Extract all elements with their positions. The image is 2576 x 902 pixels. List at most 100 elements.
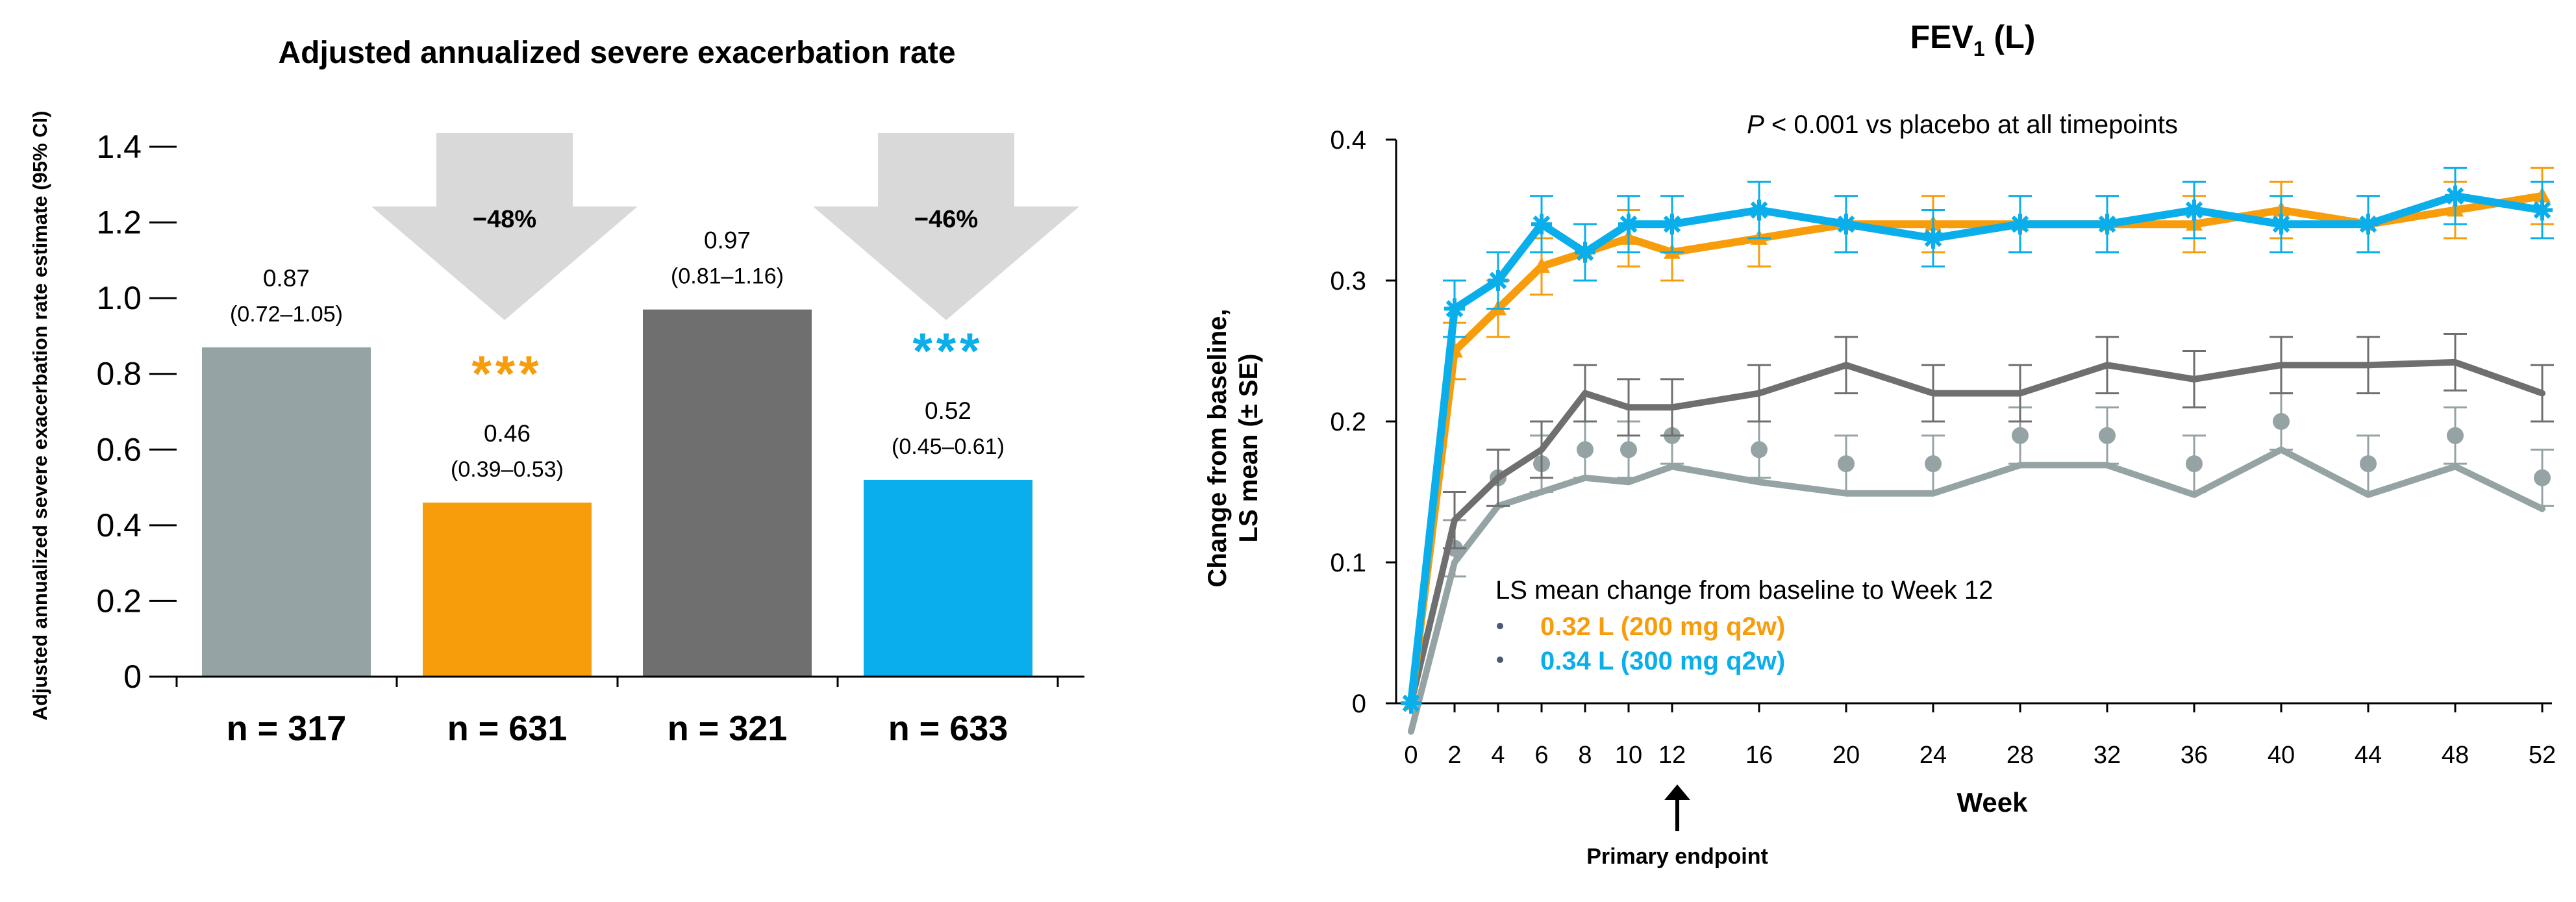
bar-labels: n = 317 (0.72–1.05) 0.87 n = 631 (0.39–0.53)… [227, 227, 1008, 748]
line-x-tick-label: 8 [1578, 742, 1592, 769]
bar-y-ticks: 0 0.2 0.4 0.6 0.8 1.0 1.2 1.4 [96, 129, 177, 695]
data-point [2358, 214, 2379, 235]
line-x-tick-label: 44 [2355, 742, 2382, 769]
reduction-arrow-2 [813, 133, 1079, 320]
title-subscript: 1 [1973, 37, 1985, 60]
data-point [1620, 441, 1637, 458]
primary-endpoint-arrow-icon [1664, 784, 1690, 831]
line-x-ticks: 0 2 4 6 8 10 12 16 20 24 28 32 36 40 44 48 52 [1404, 703, 2556, 769]
line-x-tick-label: 36 [2181, 742, 2208, 769]
line-y-axis-label-1: Change from baseline, [1203, 309, 1232, 588]
bar-ci-label: (0.39–0.53) [451, 457, 564, 482]
data-point [1531, 214, 1552, 235]
series-placebo_300 [1408, 446, 2545, 735]
data-point [1488, 270, 1508, 291]
data-point [2447, 427, 2464, 444]
p-value-text: < 0.001 vs placebo at all timepoints [1764, 110, 2178, 139]
primary-endpoint-label: Primary endpoint [1586, 844, 1768, 869]
line-chart: FEV1 (L) P < 0.001 vs placebo at all tim… [1203, 19, 2556, 869]
bars [202, 309, 1032, 677]
line-x-tick-label: 4 [1491, 742, 1505, 769]
significance-stars: *** [471, 345, 542, 402]
bar-value-label: 0.97 [704, 227, 751, 254]
line-x-tick-label: 48 [2442, 742, 2469, 769]
line-x-tick-label: 20 [1832, 742, 1860, 769]
series-dark_gray [1408, 332, 2554, 707]
line-y-tick-label: 0.4 [1330, 126, 1366, 155]
bar-ci-label: (0.81–1.16) [671, 264, 784, 289]
line-x-tick-label: 40 [2268, 742, 2295, 769]
bar-chart: Adjusted annualized severe exacerbation … [29, 36, 1084, 748]
bar-y-axis-label: Adjusted annualized severe exacerbation … [29, 111, 51, 721]
line-x-tick-label: 2 [1447, 742, 1461, 769]
legend: LS mean change from baseline to Week 12 … [1495, 576, 1993, 675]
data-point [1401, 693, 1421, 714]
bar-value-label: 0.46 [484, 420, 531, 447]
line-y-axis-label-2: LS mean (± SE) [1234, 354, 1263, 543]
data-point [1838, 455, 1855, 473]
bar-2 [423, 502, 592, 677]
bar-y-tick-label: 0.8 [96, 356, 142, 392]
data-point [1533, 257, 1550, 273]
data-point [1618, 214, 1639, 235]
data-point [2534, 469, 2551, 486]
series-line [1408, 358, 2545, 707]
line-x-tick-label: 52 [2529, 742, 2556, 769]
line-x-tick-label: 32 [2094, 742, 2121, 769]
data-point [2271, 214, 2292, 235]
data-point [1577, 441, 1594, 458]
p-value-note: P < 0.001 vs placebo at all timepoints [1747, 110, 2178, 139]
bar-ci-label: (0.72–1.05) [230, 302, 343, 327]
line-y-tick-label: 0 [1352, 690, 1366, 718]
line-y-ticks: 0 0.1 0.2 0.3 0.4 [1330, 126, 1396, 718]
bar-n-label: n = 321 [668, 709, 788, 748]
data-point [1662, 214, 1682, 235]
data-point [1575, 242, 1595, 263]
line-y-tick-label: 0.1 [1330, 549, 1366, 577]
legend-bullet-icon [1497, 623, 1503, 629]
series-placebo_200 [1443, 392, 2554, 578]
bar-ci-label: (0.45–0.61) [892, 434, 1005, 459]
bar-y-tick-label: 0.6 [96, 431, 142, 468]
data-point [2273, 413, 2290, 430]
line-x-tick-label: 10 [1615, 742, 1642, 769]
bar-1 [202, 347, 371, 677]
bar-y-tick-label: 1.0 [96, 280, 142, 316]
reduction-label-2: −46% [914, 206, 978, 233]
legend-bullet-icon [1497, 657, 1503, 663]
data-point [2186, 455, 2203, 473]
series-line [1408, 446, 2545, 735]
reduction-arrow-1 [371, 133, 638, 320]
data-point [2010, 214, 2031, 235]
data-point [1925, 455, 1942, 473]
line-x-tick-label: 24 [1919, 742, 1947, 769]
bar-value-label: 0.87 [263, 265, 310, 292]
data-point [2099, 427, 2116, 444]
data-point [2360, 455, 2377, 473]
data-point [1836, 214, 1857, 235]
line-x-tick-label: 12 [1658, 742, 1686, 769]
data-point [2532, 199, 2553, 221]
series-300-mg-q2w [1401, 166, 2554, 714]
bar-4 [864, 479, 1032, 677]
line-chart-title: FEV1 (L) [1910, 19, 2036, 60]
data-point [1444, 298, 1465, 319]
line-x-tick-label: 6 [1534, 742, 1548, 769]
legend-item-200mg: 0.32 L (200 mg q2w) [1540, 612, 1785, 641]
line-x-tick-label: 16 [1745, 742, 1773, 769]
bar-n-label: n = 631 [447, 709, 568, 748]
reduction-label-1: −48% [473, 206, 536, 233]
legend-title: LS mean change from baseline to Week 12 [1495, 576, 1993, 605]
bar-value-label: 0.52 [925, 397, 971, 424]
p-value-italic: P [1747, 110, 1764, 139]
bar-y-tick-label: 0 [123, 658, 142, 695]
line-x-axis-label: Week [1957, 787, 2029, 818]
data-point [2445, 185, 2466, 207]
bar-y-tick-label: 1.2 [96, 205, 142, 241]
bar-y-tick-label: 0.4 [96, 507, 142, 544]
data-point [1749, 199, 1769, 221]
data-point [2012, 427, 2029, 444]
line-x-tick-label: 28 [2007, 742, 2034, 769]
